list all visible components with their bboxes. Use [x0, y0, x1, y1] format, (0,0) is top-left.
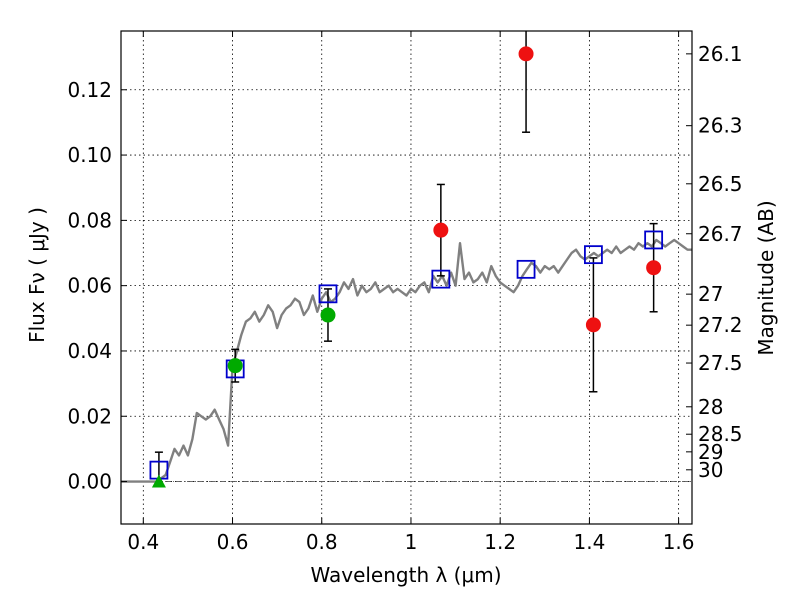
magnitude-tick-label: 28: [698, 395, 723, 419]
observed-flux-point: [585, 317, 601, 333]
model-photometry-square: [584, 245, 603, 265]
model-photometry-square: [644, 230, 664, 250]
observed-flux-point: [433, 222, 449, 238]
y-tick-label: 0.02: [67, 404, 112, 428]
magnitude-tick-label: 29: [698, 440, 723, 464]
magnitude-tick-label: 26.1: [698, 42, 743, 66]
observed-flux-point: [320, 307, 336, 323]
data-markers: [149, 46, 664, 488]
magnitude-tick-label: 27.2: [698, 313, 743, 337]
magnitude-tick-label: 26.3: [698, 114, 743, 138]
magnitude-tick-label: 27.5: [698, 351, 743, 375]
x-tick-label: 0.4: [127, 530, 159, 554]
observed-flux-point: [227, 358, 243, 374]
y-tick-label: 0.04: [67, 339, 112, 363]
plot-frame: [120, 30, 693, 525]
model-spectrum: [121, 238, 692, 483]
upper-limit-triangle: [151, 474, 166, 488]
model-photometry-square: [318, 284, 338, 304]
axes-frame: [120, 30, 693, 525]
y-tick-label: 0.12: [67, 78, 112, 102]
x-tick-label: 1.4: [573, 530, 605, 554]
x-tick-label: 1: [405, 530, 418, 554]
grid: [121, 31, 692, 524]
x-tick-label: 1.6: [663, 530, 695, 554]
x-axis-label: Wavelength λ (μm): [310, 563, 501, 587]
x-tick-label: 0.6: [217, 530, 249, 554]
spectrum-line: [121, 238, 692, 483]
model-photometry-square: [431, 269, 451, 289]
model-photometry-square: [516, 259, 536, 279]
y-axis-label: Flux Fν ( μJy ): [25, 207, 49, 343]
magnitude-tick-label: 28.5: [698, 422, 743, 446]
axis-ticks: 0.4 0.6 0.8 1 1.2 1.4 1.6 0.00 0.02 0.04 0.06 0.08 0…: [67, 31, 743, 554]
y-tick-label: 0.08: [67, 208, 112, 232]
x-tick-label: 1.2: [484, 530, 516, 554]
x-tick-label: 0.8: [306, 530, 338, 554]
y-axis-right-label: Magnitude (AB): [754, 200, 778, 355]
y-tick-label: 0.06: [67, 274, 112, 298]
magnitude-tick-label: 26.5: [698, 172, 743, 196]
y-tick-label: 0.10: [67, 143, 112, 167]
magnitude-tick-label: 27: [698, 282, 723, 306]
observed-flux-point: [518, 46, 534, 62]
observed-flux-point: [646, 260, 662, 276]
y-tick-label: 0.00: [67, 470, 112, 494]
magnitude-tick-label: 30: [698, 458, 723, 482]
magnitude-tick-label: 26.7: [698, 222, 743, 246]
